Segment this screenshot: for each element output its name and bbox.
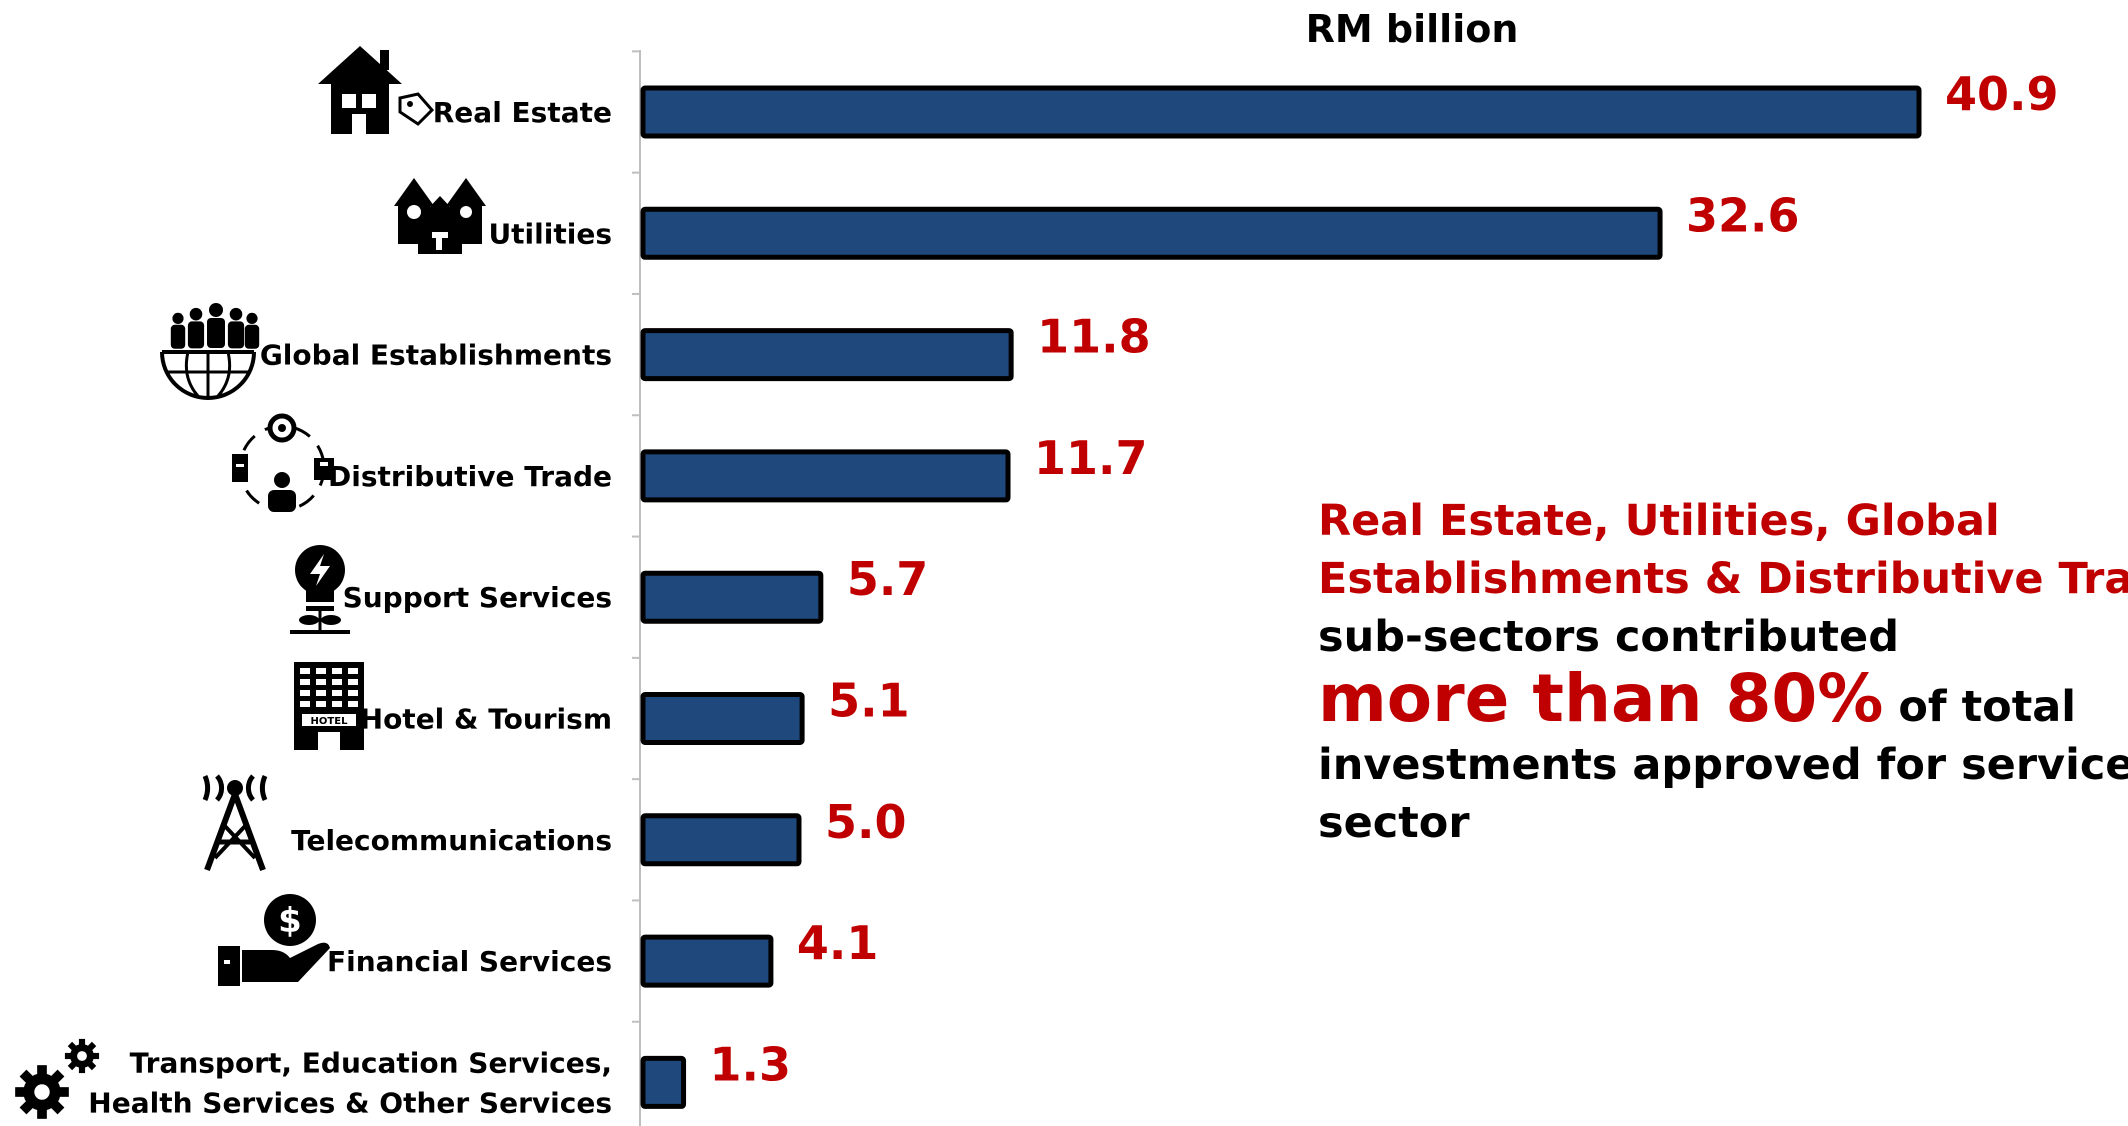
house-tag-icon xyxy=(318,46,435,134)
unit-label: RM billion xyxy=(1306,7,1519,51)
bar xyxy=(640,449,1011,503)
value-label: 1.3 xyxy=(710,1037,792,1091)
category-label: Global Establishments xyxy=(260,339,612,372)
category-label: Real Estate xyxy=(433,96,612,129)
note-highlight: more than 80% xyxy=(1318,660,1884,737)
bar xyxy=(640,692,805,745)
category-label: Financial Services xyxy=(327,945,612,978)
value-label: 5.7 xyxy=(847,552,929,606)
distribution-cycle-icon xyxy=(232,413,334,512)
gears-icon xyxy=(15,1038,100,1119)
note-line-4: more than 80% of total xyxy=(1318,666,2118,736)
radio-tower-icon xyxy=(202,774,268,872)
value-label: 5.1 xyxy=(828,674,910,728)
bar xyxy=(640,570,824,624)
bar xyxy=(640,934,774,988)
hotel-building-icon: HOTEL xyxy=(294,662,364,750)
category-label: Health Services & Other Services xyxy=(88,1086,612,1119)
category-label: Telecommunications xyxy=(291,824,612,857)
category-label: Transport, Education Services, xyxy=(130,1046,612,1079)
value-label: 11.7 xyxy=(1034,431,1148,485)
bar xyxy=(640,328,1014,382)
bar xyxy=(640,813,802,867)
category-label: Utilities xyxy=(488,217,612,250)
svg-text:HOTEL: HOTEL xyxy=(311,716,349,727)
note-line-3: sub-sectors contributed xyxy=(1318,612,1899,662)
value-label: 4.1 xyxy=(797,916,879,970)
note-line-4-rest: of total xyxy=(1883,682,2077,732)
category-label: Hotel & Tourism xyxy=(360,703,612,736)
note-line-2: Establishments & Distributive Trade xyxy=(1318,554,2128,604)
note-line-1: Real Estate, Utilities, Global xyxy=(1318,496,2000,546)
note-line-5: investments approved for services xyxy=(1318,740,2128,790)
globe-people-icon xyxy=(160,303,260,400)
axis-ticks xyxy=(632,50,640,1023)
utilities-houses-icon xyxy=(394,178,486,254)
note-line-6: sector xyxy=(1318,798,1470,848)
bar xyxy=(640,206,1663,260)
value-label: 40.9 xyxy=(1945,67,2059,121)
lightbulb-plant-icon xyxy=(290,545,350,634)
category-label: Support Services xyxy=(343,581,612,614)
hand-dollar-icon: $ xyxy=(218,894,330,986)
bars-group xyxy=(640,85,1922,1109)
bar xyxy=(640,1055,687,1109)
svg-text:$: $ xyxy=(278,901,302,941)
value-label: 11.8 xyxy=(1037,310,1151,364)
value-label: 32.6 xyxy=(1686,188,1800,242)
category-icons: HOTEL $ xyxy=(15,46,486,1119)
category-labels: Real Estate Utilities Global Establishment… xyxy=(88,96,612,1119)
bar xyxy=(640,85,1922,139)
category-label: Distributive Trade xyxy=(328,460,612,493)
summary-note: Real Estate, Utilities, Global Establish… xyxy=(1318,492,2128,852)
value-label: 5.0 xyxy=(825,795,907,849)
value-labels: 40.9 32.6 11.8 11.7 5.7 5.1 5.0 4.1 1.3 xyxy=(710,67,2059,1091)
